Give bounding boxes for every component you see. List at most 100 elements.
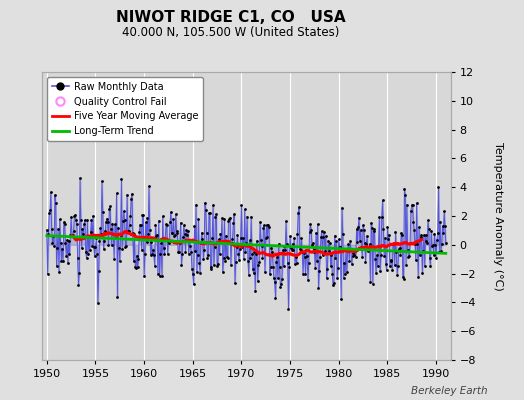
Point	[316, 254, 324, 260]
Point	[436, 219, 444, 225]
Point	[48, 226, 56, 232]
Point	[145, 183, 153, 190]
Point	[76, 175, 84, 181]
Point	[202, 206, 210, 213]
Point	[137, 246, 146, 253]
Point	[178, 251, 187, 257]
Point	[299, 271, 307, 277]
Point	[373, 252, 381, 258]
Point	[433, 230, 442, 236]
Point	[182, 227, 190, 234]
Point	[82, 254, 91, 261]
Point	[68, 232, 76, 239]
Point	[60, 219, 68, 226]
Point	[153, 232, 161, 238]
Point	[212, 211, 221, 217]
Point	[275, 240, 283, 247]
Point	[295, 204, 303, 210]
Point	[379, 226, 388, 232]
Point	[92, 235, 101, 241]
Point	[306, 220, 314, 227]
Point	[345, 258, 354, 264]
Point	[320, 229, 329, 235]
Text: 40.000 N, 105.500 W (United States): 40.000 N, 105.500 W (United States)	[122, 26, 339, 39]
Point	[198, 229, 206, 236]
Point	[327, 252, 335, 258]
Point	[69, 228, 78, 234]
Point	[364, 248, 372, 255]
Point	[73, 221, 81, 227]
Point	[356, 226, 365, 233]
Point	[386, 257, 395, 263]
Point	[315, 268, 323, 274]
Point	[221, 258, 230, 264]
Point	[88, 243, 96, 249]
Point	[311, 264, 320, 271]
Point	[117, 176, 126, 182]
Point	[393, 272, 401, 278]
Point	[267, 245, 276, 252]
Point	[239, 256, 248, 262]
Point	[409, 218, 418, 225]
Point	[220, 216, 228, 222]
Point	[196, 240, 205, 247]
Point	[282, 241, 291, 248]
Point	[318, 228, 326, 234]
Point	[369, 227, 378, 234]
Point	[155, 218, 163, 224]
Point	[365, 245, 373, 252]
Point	[78, 245, 86, 251]
Point	[162, 222, 171, 229]
Point	[213, 263, 221, 269]
Point	[302, 247, 311, 254]
Point	[410, 226, 418, 233]
Point	[328, 270, 336, 277]
Point	[289, 247, 298, 254]
Point	[324, 238, 332, 244]
Point	[168, 230, 176, 236]
Point	[427, 228, 435, 234]
Point	[170, 232, 178, 239]
Point	[211, 214, 220, 220]
Point	[341, 270, 350, 277]
Point	[169, 216, 178, 222]
Point	[44, 231, 52, 237]
Point	[50, 243, 58, 250]
Point	[394, 262, 402, 269]
Point	[91, 244, 100, 251]
Point	[225, 216, 233, 222]
Point	[189, 281, 198, 288]
Point	[268, 249, 277, 255]
Point	[337, 296, 345, 302]
Point	[126, 213, 135, 220]
Point	[398, 232, 406, 238]
Point	[125, 222, 134, 228]
Point	[280, 243, 289, 250]
Point	[290, 235, 298, 242]
Point	[204, 252, 212, 258]
Point	[374, 243, 383, 250]
Point	[238, 244, 246, 250]
Point	[97, 231, 105, 237]
Point	[247, 213, 255, 220]
Point	[73, 255, 82, 262]
Point	[45, 210, 53, 216]
Point	[411, 241, 419, 247]
Point	[429, 242, 437, 248]
Point	[110, 256, 118, 262]
Point	[344, 241, 353, 248]
Point	[271, 294, 280, 301]
Point	[249, 270, 258, 276]
Point	[114, 225, 122, 231]
Point	[293, 231, 301, 238]
Point	[116, 258, 124, 264]
Point	[431, 242, 440, 248]
Point	[374, 262, 382, 269]
Point	[361, 258, 369, 265]
Point	[375, 214, 384, 220]
Point	[206, 266, 215, 272]
Point	[124, 228, 132, 234]
Point	[438, 241, 446, 247]
Point	[283, 260, 292, 266]
Point	[143, 215, 151, 221]
